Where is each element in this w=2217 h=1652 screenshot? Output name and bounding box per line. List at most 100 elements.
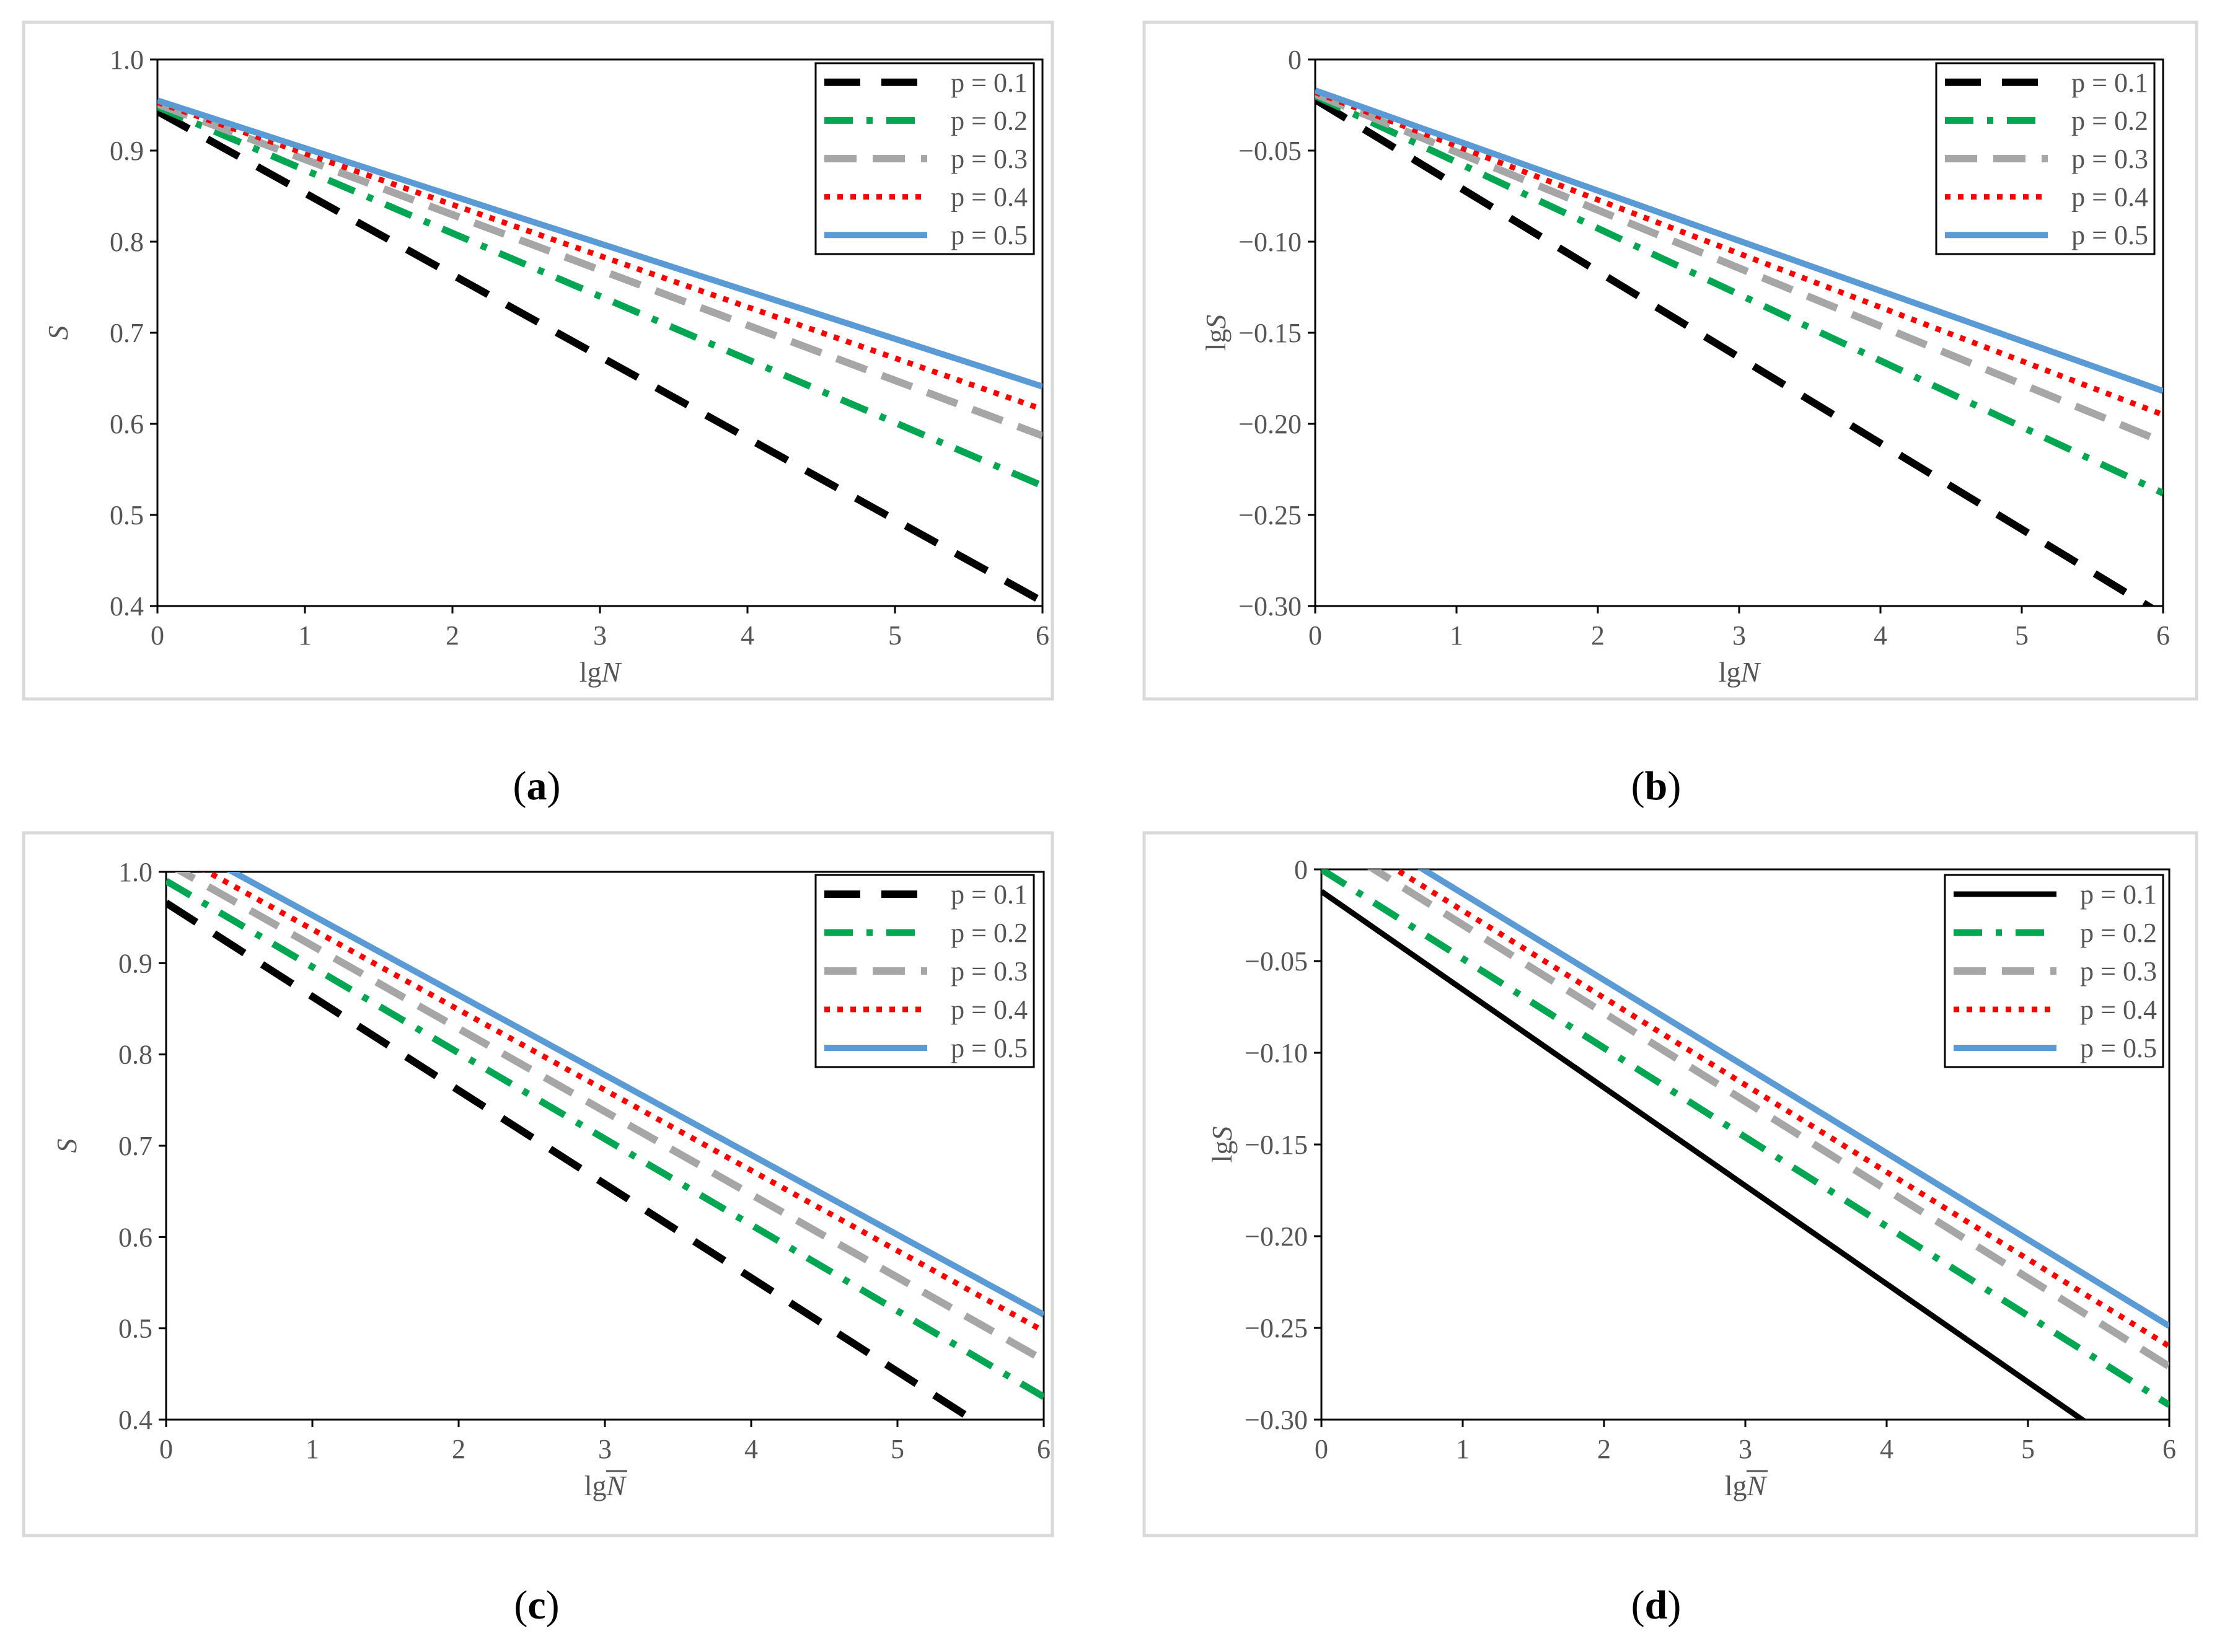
series-line-04 [1315, 89, 2163, 418]
series-line-01 [1321, 889, 2087, 1420]
panel-caption: (c) [514, 1583, 559, 1628]
x-tick-label: 4 [741, 620, 754, 651]
y-axis-label: lgS [1206, 1127, 1238, 1163]
y-tick-label: −0.10 [1245, 1038, 1308, 1068]
legend-label: p = 0.1 [2071, 68, 2148, 98]
x-tick-label: 2 [1597, 1434, 1611, 1464]
x-tick-label: 3 [593, 620, 607, 651]
x-tick-label: 5 [2015, 620, 2029, 651]
series-line-03 [157, 100, 1042, 439]
x-tick-label: 3 [1732, 620, 1746, 651]
x-tick-label: 0 [1308, 620, 1322, 651]
y-tick-label: 0.8 [118, 1040, 152, 1070]
y-tick-label: −0.30 [1238, 591, 1302, 622]
panel-caption: (d) [1631, 1583, 1681, 1628]
legend-label: p = 0.2 [2080, 918, 2157, 948]
y-tick-label: −0.25 [1238, 500, 1302, 530]
legend-label: p = 0.4 [2080, 995, 2157, 1025]
y-tick-label: 0.6 [118, 1222, 152, 1252]
y-tick-label: −0.30 [1245, 1405, 1308, 1435]
y-tick-label: 0 [1288, 45, 1302, 75]
y-tick-label: −0.15 [1245, 1130, 1308, 1160]
y-tick-label: 0.7 [110, 318, 144, 348]
x-axis-label: lgN [580, 656, 622, 688]
y-tick-label: 0.6 [110, 409, 144, 439]
legend-label: p = 0.3 [951, 144, 1028, 174]
y-tick-label: −0.20 [1245, 1221, 1308, 1252]
y-tick-label: −0.25 [1245, 1313, 1308, 1343]
legend-label: p = 0.3 [951, 956, 1028, 986]
legend-label: p = 0.1 [951, 68, 1028, 98]
legend-label: p = 0.5 [2080, 1033, 2157, 1063]
legend-label: p = 0.4 [951, 182, 1028, 213]
series-line-05 [157, 97, 1042, 390]
x-tick-label: 2 [452, 1434, 465, 1464]
x-tick-label: 4 [1874, 620, 1887, 651]
x-tick-label: 3 [598, 1434, 612, 1464]
series-line-04 [201, 872, 1044, 1334]
series-group [1321, 869, 2169, 1420]
legend-label: p = 0.2 [2071, 105, 2148, 136]
legend-label: p = 0.4 [951, 995, 1028, 1025]
legend-label: p = 0.5 [2071, 220, 2148, 250]
y-tick-label: 0.5 [118, 1314, 152, 1344]
x-axis-label: lgN [1719, 656, 1761, 688]
series-line-03 [174, 872, 1044, 1364]
chart-panel-d: 0 1 2 3 4 5 6 −0.30 −0.25 −0.20 −0.15 −0.10 −0.05 0 lg… [1142, 831, 2198, 1628]
chart-panel-b: 0 1 2 3 4 5 6 −0.30 −0.25 −0.20 −0.15 −0.10 −0.05 0 lg… [1142, 20, 2198, 809]
legend: p = 0.1 p = 0.2 p = 0.3 p = 0.4 p = 0.5 [814, 62, 1035, 255]
y-tick-label: 0.4 [110, 591, 144, 622]
legend-label: p = 0.1 [951, 879, 1028, 910]
x-tick-label: 6 [1036, 620, 1049, 651]
y-tick-label: 1.0 [110, 45, 144, 75]
series-group [1315, 87, 2163, 606]
series-line-01 [166, 900, 980, 1420]
panel-caption: (b) [1631, 763, 1681, 809]
y-tick-label: 1.0 [118, 857, 152, 887]
legend-label: p = 0.2 [951, 918, 1028, 948]
legend: p = 0.1 p = 0.2 p = 0.3 p = 0.4 p = 0.5 [1935, 62, 2156, 255]
x-tick-label: 0 [1315, 1434, 1328, 1464]
legend-label: p = 0.3 [2080, 956, 2157, 986]
x-tick-label: 4 [744, 1434, 758, 1464]
x-tick-label: 4 [1880, 1434, 1893, 1464]
x-tick-label: 1 [306, 1434, 319, 1464]
y-axis-label: S [51, 1139, 82, 1153]
x-axis-label: lgN [584, 1470, 627, 1501]
x-tick-label: 1 [298, 620, 312, 651]
legend: p = 0.1 p = 0.2 p = 0.3 p = 0.4 p = 0.5 [1944, 874, 2164, 1068]
x-tick-label: 5 [2021, 1434, 2035, 1464]
y-tick-label: 0.7 [118, 1131, 152, 1161]
y-axis-label: lgS [1200, 315, 1232, 351]
x-tick-label: 6 [2162, 1434, 2176, 1464]
x-tick-label: 1 [1450, 620, 1463, 651]
x-tick-label: 2 [1591, 620, 1605, 651]
legend-label: p = 0.2 [951, 105, 1028, 136]
x-tick-label: 3 [1739, 1434, 1752, 1464]
y-axis-label: S [42, 326, 74, 340]
x-tick-label: 5 [888, 620, 902, 651]
series-line-02 [157, 103, 1042, 490]
x-tick-label: 1 [1456, 1434, 1470, 1464]
series-line-05 [1417, 869, 2169, 1329]
series-line-05 [1315, 87, 2163, 394]
y-tick-label: 0.8 [110, 227, 144, 257]
legend-label: p = 0.5 [951, 1033, 1028, 1063]
series-group [157, 97, 1042, 605]
legend-label: p = 0.5 [951, 220, 1028, 250]
y-tick-label: −0.05 [1238, 136, 1302, 166]
series-group [166, 872, 1044, 1420]
x-tick-label: 0 [159, 1434, 173, 1464]
series-line-02 [1321, 869, 2169, 1408]
series-line-04 [1390, 869, 2169, 1349]
legend-label: p = 0.4 [2071, 182, 2148, 213]
x-axis-label: lgN [1725, 1470, 1768, 1501]
y-tick-label: 0.4 [118, 1405, 152, 1435]
legend-label: p = 0.3 [2071, 144, 2148, 174]
y-tick-label: −0.15 [1238, 318, 1302, 348]
y-tick-label: 0 [1294, 855, 1308, 885]
x-tick-label: 6 [1037, 1434, 1051, 1464]
